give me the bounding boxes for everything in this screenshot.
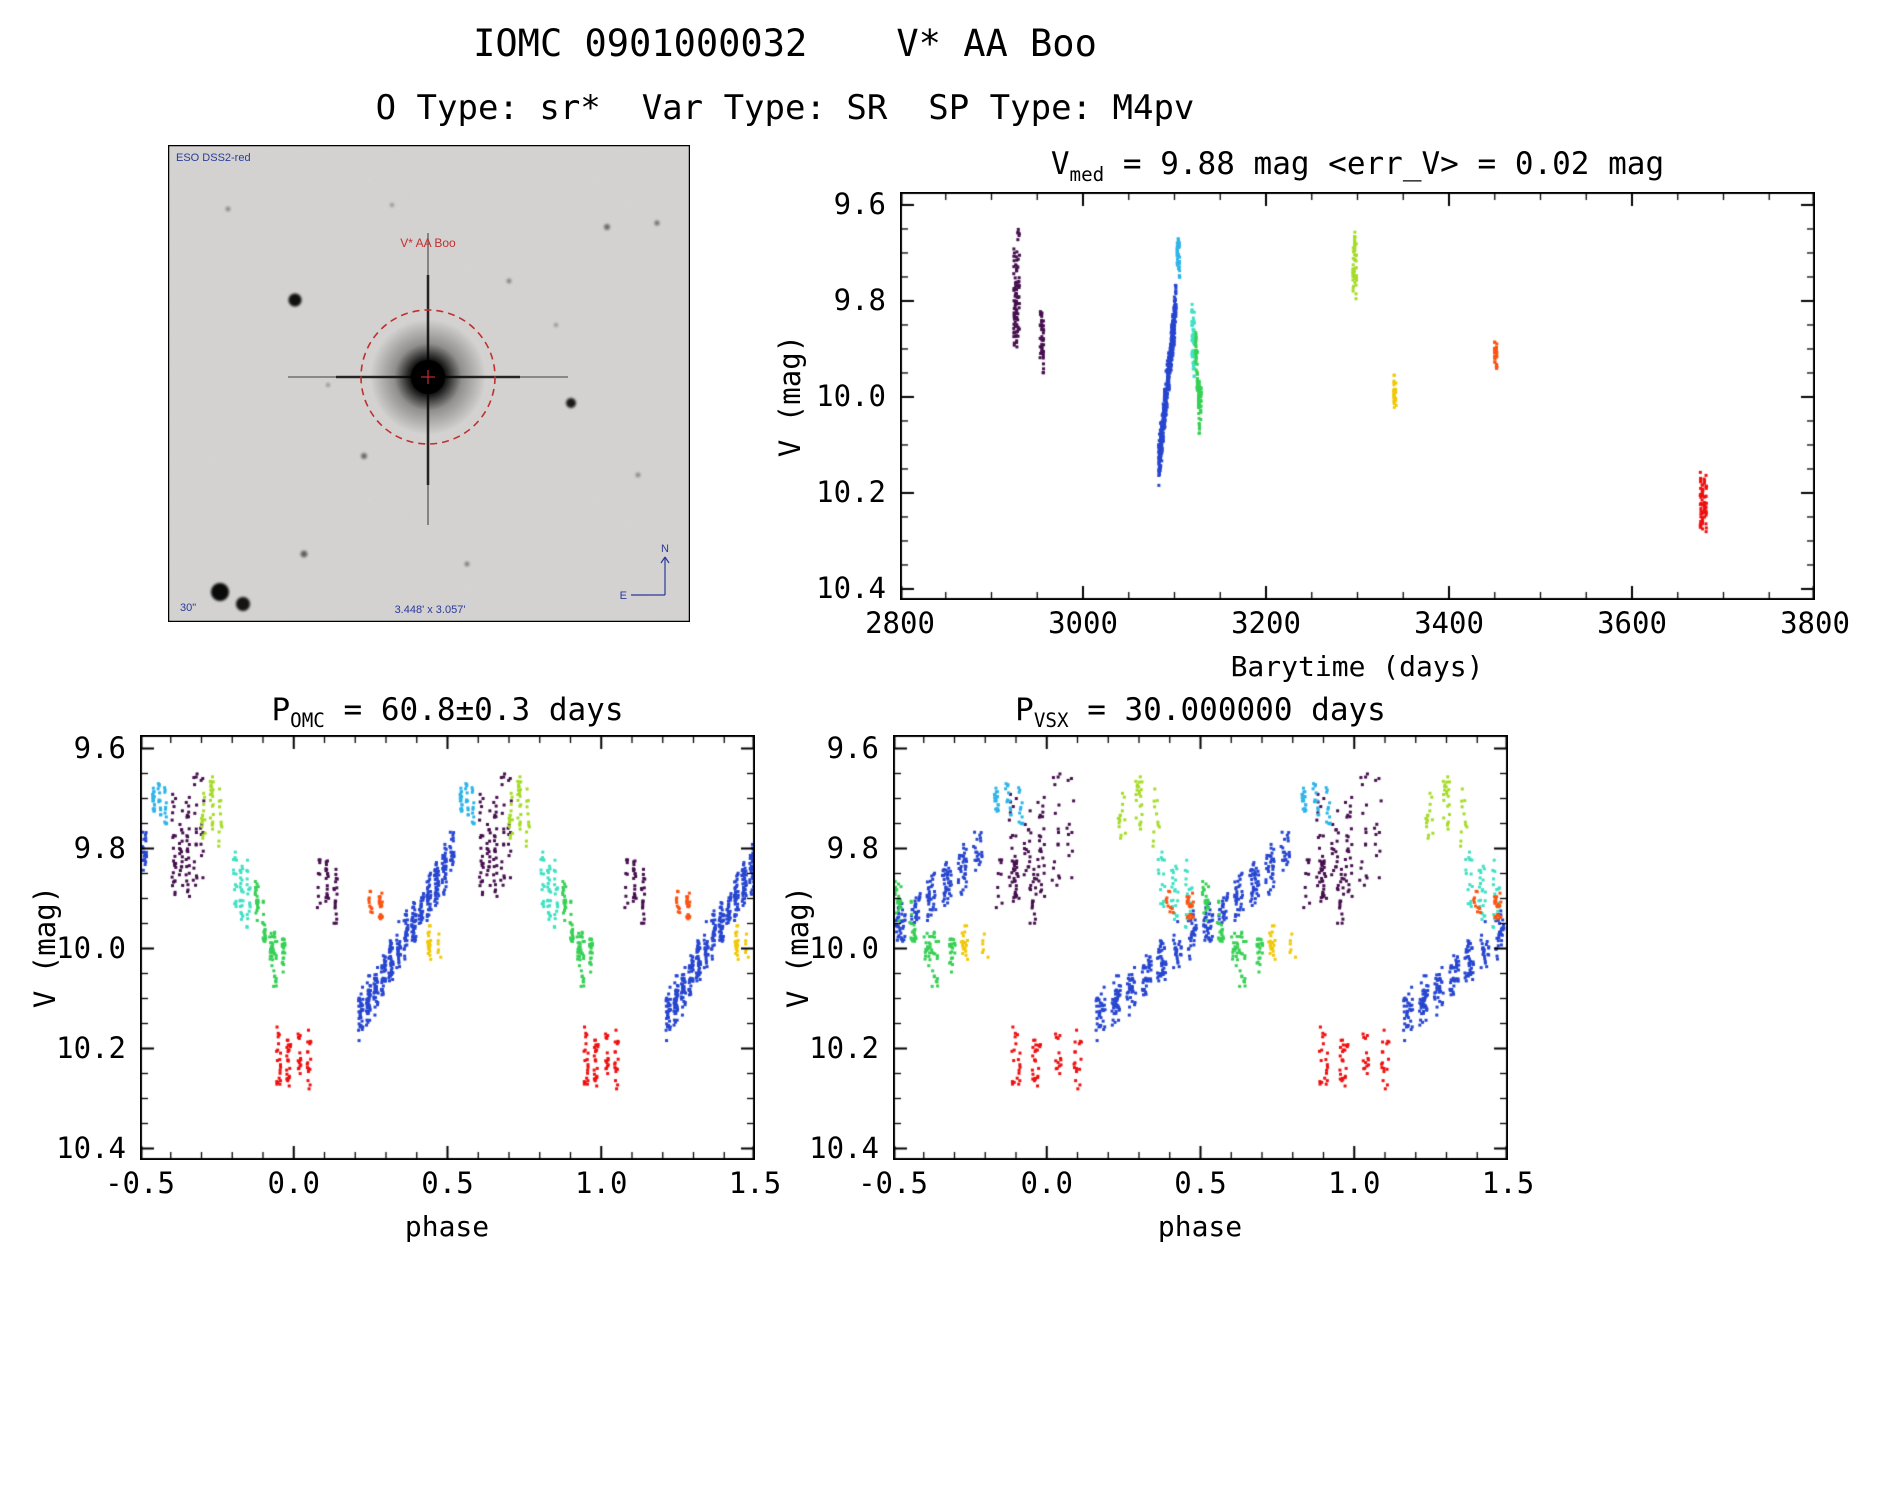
field-star [554, 323, 558, 327]
omc-y-tick-label: 9.8 [73, 830, 126, 865]
time-plot-title-rest: = 9.88 mag <err_V> = 0.02 mag [1104, 146, 1665, 182]
time-y-tick-label: 10.4 [816, 571, 886, 606]
vsx-y-tick-label: 10.0 [809, 930, 879, 965]
field-star [635, 472, 641, 478]
field-star [361, 453, 367, 459]
survey-label: ESO DSS2-red [176, 152, 251, 164]
vsx-y-tick-label: 10.2 [809, 1030, 879, 1065]
field-stars [211, 203, 660, 611]
omc-y-tick-label: 10.0 [56, 930, 126, 965]
omc-y-tick-label: 9.6 [73, 730, 126, 765]
vsx-y-tick-label: 9.8 [826, 830, 879, 865]
scale-label: 30" [180, 602, 196, 614]
field-star [604, 224, 610, 230]
omc-x-tick-label: 0.5 [421, 1166, 474, 1200]
time-y-tick-label: 10.2 [816, 475, 886, 510]
time-plot-ylabel: V (mag) [773, 334, 807, 458]
time-y-tick-label: 10.0 [816, 379, 886, 414]
omc-plot-title: POMC = 60.8±0.3 days [140, 692, 755, 732]
time-y-tick-label: 9.8 [833, 283, 886, 318]
omc-plot-xlabel: phase [404, 1210, 490, 1243]
time-x-tick-label: 3000 [1048, 606, 1118, 640]
field-star [300, 550, 308, 558]
fov-label: 3.448' x 3.057' [395, 604, 466, 616]
time-y-tick-label: 9.6 [833, 187, 886, 222]
field-star [566, 398, 576, 408]
omc-plot-canvas [140, 735, 755, 1160]
compass-north-label: N [661, 543, 669, 555]
omc-plot-title-rest: = 60.8±0.3 days [324, 692, 624, 728]
vsx-plot-canvas [893, 735, 1508, 1160]
vsx-y-tick-label: 10.4 [809, 1130, 879, 1165]
field-star [464, 561, 470, 567]
compass-east-label: E [620, 590, 627, 602]
target-crosshair [421, 370, 435, 384]
time-plot-title-sub: med [1069, 163, 1105, 187]
vsx-plot-title-rest: = 30.000000 days [1068, 692, 1386, 728]
time-plot-title: Vmed = 9.88 mag <err_V> = 0.02 mag [900, 146, 1815, 186]
target-marker-circle [360, 309, 496, 445]
time-x-tick-label: 3800 [1780, 606, 1850, 640]
omc-plot-title-main: P [271, 692, 291, 728]
sky-image-svg: V* AA Boo ESO DSS2-red 3.448' x 3.057' 3… [167, 144, 691, 623]
time-x-tick-label: 3600 [1597, 606, 1667, 640]
omc-x-tick-label: 0.0 [267, 1166, 320, 1200]
page-subtitle: O Type: sr* Var Type: SR SP Type: M4pv [375, 88, 1195, 128]
field-star [225, 206, 231, 212]
omc-x-tick-label: 1.5 [728, 1166, 782, 1200]
vsx-x-tick-label: 1.5 [1481, 1166, 1535, 1200]
omc-x-tick-label: 1.0 [575, 1166, 628, 1200]
vsx-plot-xlabel: phase [1157, 1210, 1243, 1243]
compass-icon [631, 556, 670, 596]
vsx-plot-title: PVSX = 30.000000 days [893, 692, 1508, 732]
time-plot-canvas [900, 192, 1815, 600]
vsx-plot-title-main: P [1015, 692, 1034, 728]
field-star [506, 278, 512, 284]
omc-y-tick-label: 10.4 [56, 1130, 126, 1165]
time-plot-title-main: V [1050, 146, 1070, 182]
omc-y-tick-label: 10.2 [56, 1030, 126, 1065]
vsx-x-tick-label: 0.5 [1174, 1166, 1227, 1200]
field-star [390, 203, 394, 207]
field-star [654, 220, 660, 226]
field-star [211, 583, 229, 601]
time-x-tick-label: 3200 [1231, 606, 1301, 640]
vsx-x-tick-label: -0.5 [858, 1166, 928, 1200]
time-x-tick-label: 3400 [1414, 606, 1484, 640]
target-label: V* AA Boo [400, 236, 456, 250]
vsx-x-tick-label: 1.0 [1328, 1166, 1381, 1200]
vsx-y-tick-label: 9.6 [826, 730, 879, 765]
page-title: IOMC 0901000032 V* AA Boo [473, 22, 1097, 65]
time-x-tick-label: 2800 [865, 606, 935, 640]
vsx-x-tick-label: 0.0 [1020, 1166, 1073, 1200]
finding-chart-panel: V* AA Boo ESO DSS2-red 3.448' x 3.057' 3… [167, 144, 691, 623]
vsx-plot-title-sub: VSX [1033, 709, 1069, 733]
field-star [288, 293, 302, 307]
omc-x-tick-label: -0.5 [105, 1166, 175, 1200]
time-plot-xlabel: Barytime (days) [1230, 650, 1484, 683]
omc-plot-title-sub: OMC [290, 709, 325, 733]
field-star [236, 597, 250, 611]
field-star [326, 383, 330, 387]
